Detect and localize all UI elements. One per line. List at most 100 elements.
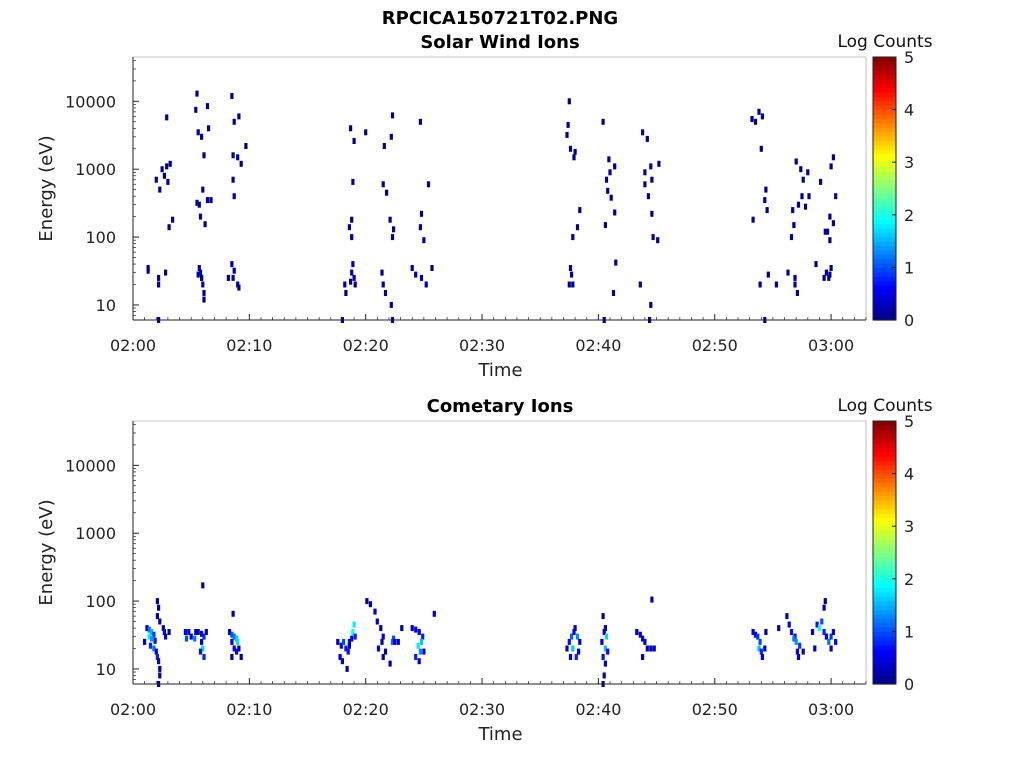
- data-cell: [568, 265, 573, 271]
- colorbar-segment: [873, 131, 896, 137]
- colorbar-segment: [873, 600, 896, 606]
- data-cell: [643, 638, 647, 645]
- colorbar-segment: [873, 113, 896, 119]
- data-cell: [828, 271, 832, 278]
- colorbar-label: Log Counts: [837, 32, 932, 52]
- data-cell: [187, 629, 191, 635]
- data-cell: [650, 210, 654, 217]
- colorbar-segment: [873, 521, 896, 527]
- data-cell: [792, 222, 796, 229]
- x-tick-label: 03:00: [808, 336, 854, 355]
- colorbar-segment: [873, 109, 896, 115]
- data-cell: [829, 633, 833, 640]
- data-cell: [351, 629, 355, 635]
- colorbar-segment: [873, 175, 896, 181]
- data-cell: [392, 226, 396, 233]
- data-cell: [158, 618, 162, 625]
- data-cell: [383, 648, 388, 655]
- data-cell: [410, 625, 414, 632]
- colorbar-segment: [873, 596, 896, 602]
- data-cell: [565, 131, 569, 138]
- colorbar-frame: [872, 56, 897, 321]
- colorbar-segment: [873, 574, 896, 580]
- data-cell: [793, 274, 797, 281]
- data-cell: [231, 274, 235, 281]
- data-cell: [758, 281, 762, 288]
- data-cell: [657, 160, 661, 167]
- data-cell: [237, 284, 241, 291]
- data-cell: [419, 638, 424, 645]
- data-cell: [603, 645, 607, 652]
- data-cell: [352, 138, 356, 144]
- data-cell: [829, 645, 833, 652]
- data-cell: [414, 654, 418, 660]
- data-cell: [202, 296, 206, 303]
- data-cell: [601, 613, 605, 620]
- data-cell: [834, 638, 838, 645]
- data-cell: [831, 154, 835, 161]
- data-cell: [828, 213, 832, 220]
- data-cell: [352, 274, 356, 281]
- colorbar-tick-label: 4: [904, 465, 914, 484]
- data-cell: [785, 613, 789, 620]
- colorbar-segment: [873, 122, 896, 128]
- data-cell: [823, 228, 827, 235]
- data-cell: [198, 213, 203, 220]
- data-cell: [198, 648, 203, 655]
- data-cell: [414, 271, 418, 278]
- data-cell: [230, 261, 234, 268]
- data-cell: [376, 645, 381, 652]
- data-cell: [147, 626, 151, 633]
- data-cell: [381, 181, 385, 188]
- data-cell: [815, 621, 819, 628]
- data-cell: [829, 163, 833, 170]
- data-cell: [364, 129, 368, 136]
- colorbar-segment: [873, 184, 896, 190]
- data-cell: [421, 633, 425, 640]
- data-cell: [649, 301, 653, 308]
- colorbar-segment: [873, 302, 896, 308]
- colorbar-segment: [873, 179, 896, 185]
- x-tick-label: 02:10: [226, 336, 272, 355]
- colorbar-segment: [873, 517, 896, 523]
- data-cell: [196, 129, 200, 136]
- data-cell: [201, 582, 205, 589]
- data-cell: [230, 654, 234, 660]
- colorbar-segment: [873, 127, 896, 133]
- data-cell: [424, 281, 428, 288]
- data-cell: [831, 220, 835, 227]
- colorbar-segment: [873, 166, 896, 172]
- data-cell: [158, 665, 162, 672]
- data-cell: [157, 281, 161, 288]
- colorbar-tick-label: 5: [904, 412, 914, 431]
- data-cell: [834, 193, 838, 200]
- data-cell: [390, 112, 395, 119]
- data-cell: [641, 635, 645, 642]
- data-cell: [601, 118, 605, 125]
- data-cell: [807, 193, 811, 200]
- panel-cometary: 02:00 02:10 02:20 02:30 02:40 02:50 03:0010100…: [36, 396, 933, 745]
- data-cell: [810, 629, 815, 635]
- data-cell: [157, 274, 161, 281]
- colorbar-segment: [873, 170, 896, 176]
- data-cell: [753, 631, 758, 638]
- data-cell: [165, 163, 169, 170]
- data-cell: [230, 638, 234, 645]
- data-cell: [419, 210, 424, 217]
- data-cell: [155, 654, 159, 660]
- x-tick-label: 02:00: [110, 700, 156, 719]
- data-cell: [764, 186, 768, 193]
- plot-area: [133, 421, 866, 684]
- data-cell: [381, 633, 385, 640]
- data-cell: [759, 145, 763, 152]
- data-cell: [417, 658, 421, 665]
- panel-title: Solar Wind Ions: [420, 32, 579, 53]
- data-cell: [152, 631, 156, 638]
- data-cell: [645, 645, 649, 652]
- colorbar-segment: [873, 92, 896, 98]
- data-cell: [606, 648, 610, 655]
- data-cell: [235, 648, 239, 655]
- colorbar-segment: [873, 613, 896, 619]
- data-cell: [798, 642, 802, 649]
- data-cell: [189, 633, 193, 640]
